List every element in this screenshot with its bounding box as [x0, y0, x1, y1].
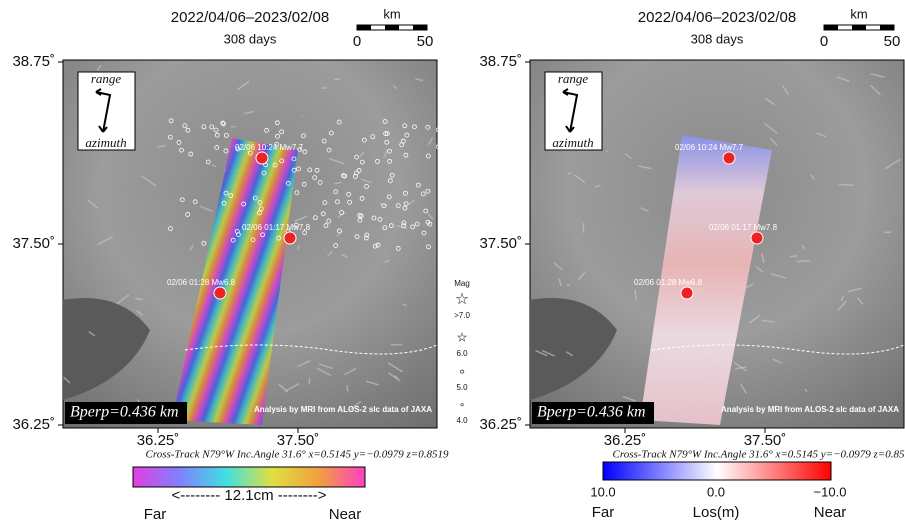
lon-label: 37.50˚	[744, 432, 787, 449]
ridge	[790, 256, 798, 257]
scale-unit: km	[383, 6, 400, 21]
beachball	[284, 232, 296, 244]
lon-label: 37.50˚	[277, 432, 320, 449]
legend-symbol: ○	[460, 403, 464, 409]
beachball	[751, 232, 763, 244]
legend-title: Mag	[454, 279, 470, 288]
date-range: 2022/04/06–2023/02/08	[171, 9, 330, 26]
colorbar-label: <-------- 12.1cm -------->	[172, 487, 327, 504]
scale-tick: 0	[353, 33, 361, 50]
date-range: 2022/04/06–2023/02/08	[638, 9, 797, 26]
event-label: 02/06 01:17 Mw7.8	[242, 223, 311, 232]
colorbar	[133, 467, 365, 487]
arrow-label: azimuth	[85, 135, 126, 150]
legend-symbol: ★	[456, 291, 469, 307]
legend-label: 5.0	[456, 383, 468, 392]
ridge	[635, 290, 636, 300]
arrow-label: range	[91, 71, 122, 86]
scale-unit: km	[850, 6, 867, 21]
beachball	[256, 152, 268, 164]
credit: Analysis by MRI from ALOS-2 slc data of …	[254, 405, 432, 414]
scale-seg	[413, 25, 427, 30]
arrow-label: range	[558, 71, 589, 86]
legend-label: >7.0	[454, 311, 470, 320]
scale-seg	[824, 25, 838, 30]
legend-symbol: ★	[457, 332, 467, 344]
track-info: Cross-Track N79°W Inc.Angle 31.6° x=0.51…	[146, 449, 449, 461]
figure: 2022/04/06–2023/02/08 308 days km 0 50 range a…	[0, 0, 905, 524]
lon-label: 36.25˚	[604, 432, 647, 449]
colorbar-tick: 10.0	[590, 484, 615, 499]
scale-tick: 0	[820, 33, 828, 50]
colorbar-end: Near	[814, 504, 847, 521]
ridge	[839, 184, 854, 185]
duration: 308 days	[691, 31, 744, 46]
arrow-label: azimuth	[552, 135, 593, 150]
map-panel: 2022/04/06–2023/02/08 308 days km 0 50 range a…	[12, 6, 449, 523]
colorbar-tick: −10.0	[814, 484, 847, 499]
colorbar-end: Los(m)	[693, 504, 740, 521]
ridge	[334, 79, 340, 80]
ridge	[321, 88, 327, 89]
scale-seg	[880, 25, 894, 30]
beachball	[723, 152, 735, 164]
lat-label: 37.50˚	[479, 235, 522, 252]
event-label: 02/06 10:24 Mw7.7	[235, 143, 304, 152]
lat-label: 36.25˚	[479, 416, 522, 433]
beachball	[214, 287, 226, 299]
colorbar-end: Far	[144, 506, 167, 523]
map-panel: 2022/04/06–2023/02/08 308 days km 0 50 range a…	[479, 6, 905, 521]
lat-label: 37.50˚	[12, 235, 55, 252]
ridge	[797, 261, 811, 262]
credit: Analysis by MRI from ALOS-2 slc data of …	[721, 405, 899, 414]
duration: 308 days	[224, 31, 277, 46]
colorbar-end: Near	[329, 506, 362, 523]
event-label: 02/06 01:28 Mw6.8	[634, 278, 703, 287]
event-label: 02/06 01:17 Mw7.8	[709, 223, 778, 232]
scale-tick: 50	[884, 33, 901, 50]
colorbar-end: Far	[592, 504, 615, 521]
scale-seg	[357, 25, 371, 30]
ridge	[347, 385, 348, 391]
colorbar-tick: 0.0	[707, 484, 725, 499]
colorbar	[603, 462, 831, 480]
event-label: 02/06 01:28 Mw6.8	[167, 278, 236, 287]
track-info: Cross-Track N79°W Inc.Angle 31.6° x=0.51…	[613, 449, 905, 461]
bperp: Bperp=0.436 km	[537, 404, 646, 421]
lat-label: 36.25˚	[12, 416, 55, 433]
ridge	[567, 285, 570, 286]
lat-label: 38.75˚	[479, 53, 522, 70]
legend-label: 4.0	[456, 416, 468, 425]
lon-label: 36.25˚	[137, 432, 180, 449]
bperp: Bperp=0.436 km	[70, 404, 179, 421]
legend-label: 6.0	[456, 349, 468, 358]
beachball	[681, 287, 693, 299]
lat-label: 38.75˚	[12, 53, 55, 70]
scale-seg	[385, 25, 399, 30]
ridge	[135, 299, 143, 300]
event-label: 02/06 10:24 Mw7.7	[675, 143, 744, 152]
legend-symbol: ○	[460, 367, 465, 376]
scale-tick: 50	[417, 33, 434, 50]
ridge	[607, 151, 609, 152]
scale-seg	[852, 25, 866, 30]
